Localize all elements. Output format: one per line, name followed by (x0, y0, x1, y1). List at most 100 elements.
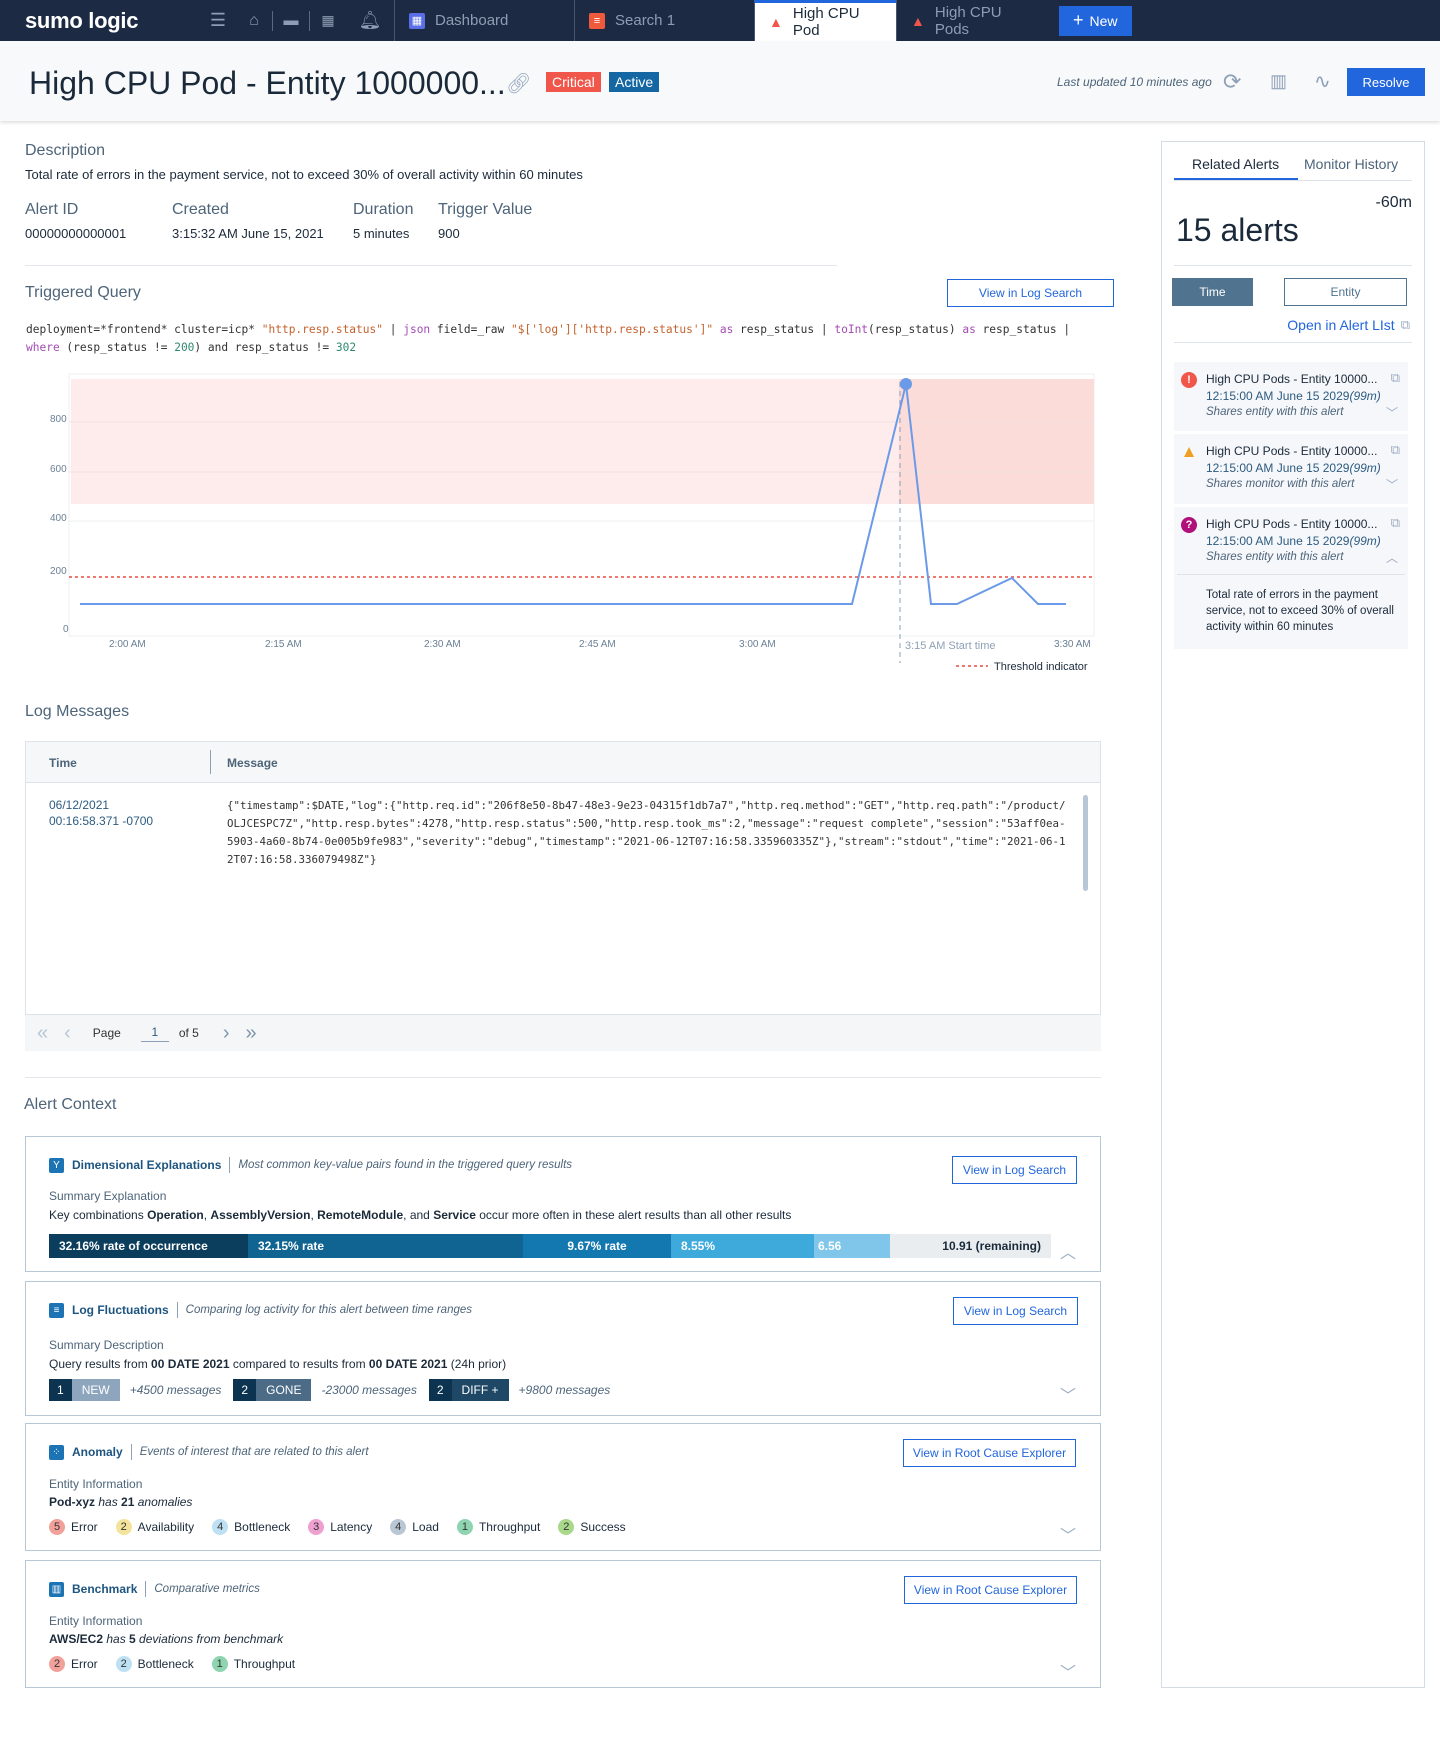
divider (1174, 180, 1412, 181)
log-time: 00:16:58.371 -0700 (49, 814, 154, 828)
chip-bottleneck[interactable]: 4 Bottleneck (212, 1519, 290, 1535)
rate-segment[interactable]: 32.16% rate of occurrence (49, 1234, 248, 1258)
chip-success[interactable]: 2 Success (558, 1519, 626, 1535)
tab-dashboard[interactable]: ▦ Dashboard (394, 0, 574, 41)
external-link-icon[interactable]: ⧉ (1390, 515, 1400, 530)
chip-error[interactable]: 5 Error (49, 1519, 98, 1535)
new-label: New (1089, 12, 1118, 29)
rate-segment[interactable]: 32.15% rate (248, 1234, 523, 1258)
external-link-icon[interactable]: ⧉ (1390, 442, 1400, 457)
bell-icon[interactable]: 🔔︎ (358, 10, 382, 30)
anomaly-card: ⁘ Anomaly Events of interest that are re… (25, 1423, 1101, 1551)
column-divider[interactable] (210, 750, 211, 774)
chip-load[interactable]: 4 Load (390, 1519, 439, 1535)
new-tab-button[interactable]: + New (1059, 5, 1132, 36)
fluctuation-new[interactable]: 1 NEW +4500 messages (49, 1379, 221, 1401)
nav-icons: ☰ ⌂ ▬ ▦ 🔔︎ (200, 0, 388, 41)
rate-segment[interactable]: 10.91 (remaining) (890, 1234, 1051, 1258)
svg-text:0: 0 (63, 624, 69, 635)
toggle-time[interactable]: Time (1172, 278, 1253, 306)
log-message: {"timestamp":$DATE,"log":{"http.req.id":… (227, 799, 1066, 866)
view-in-log-search-button[interactable]: View in Log Search (952, 1156, 1077, 1184)
tab-search-1[interactable]: ≡ Search 1 (574, 0, 754, 41)
book-icon[interactable]: ▥ (1270, 71, 1288, 91)
alert-share-reason: Shares entity with this alert (1206, 406, 1344, 418)
related-alert-item[interactable]: ! High CPU Pods - Entity 10000... 12:15:… (1174, 362, 1408, 431)
first-page-icon[interactable]: « (37, 1021, 49, 1044)
view-in-log-search-button[interactable]: View in Log Search (947, 279, 1114, 307)
next-page-icon[interactable]: › (222, 1021, 230, 1044)
chevron-up-icon[interactable]: ︿ (1385, 551, 1398, 565)
svg-text:400: 400 (50, 513, 67, 524)
page-input[interactable]: 1 (140, 1025, 169, 1042)
chevron-down-icon[interactable]: ﹀ (1060, 1388, 1077, 1405)
alert-header: High CPU Pod - Entity 1000000... 🔗︎ Crit… (0, 41, 1440, 121)
fluctuation-gone[interactable]: 2 GONE -23000 messages (233, 1379, 417, 1401)
page-title: High CPU Pod - Entity 1000000... (29, 65, 506, 101)
apps-icon[interactable]: ▦ (321, 12, 335, 28)
chevron-down-icon[interactable]: ﹀ (1060, 1528, 1077, 1545)
divider (25, 265, 837, 266)
home-icon[interactable]: ⌂ (249, 11, 259, 29)
chip-bottleneck[interactable]: 2 Bottleneck (115, 1656, 194, 1672)
folder-icon[interactable]: ▬ (283, 12, 299, 29)
open-in-alert-list-link[interactable]: Open in Alert LIst ⧉ (1287, 317, 1410, 333)
fluctuation-diff[interactable]: 2 DIFF + +9800 messages (428, 1379, 610, 1401)
chip-throughput[interactable]: 1 Throughput (456, 1519, 540, 1535)
anomaly-chips: 5 Error 2 Availability 4 Bottleneck 3 Latenc… (49, 1519, 644, 1535)
card-title: Dimensional Explanations (72, 1158, 222, 1172)
related-alert-item-expanded[interactable]: ? High CPU Pods - Entity 10000... 12:15:… (1174, 507, 1408, 649)
log-date: 06/12/2021 (49, 798, 110, 812)
svg-text:3:00 AM: 3:00 AM (739, 639, 776, 650)
related-alert-item[interactable]: ▲ High CPU Pods - Entity 10000... 12:15:… (1174, 434, 1408, 504)
resolve-button[interactable]: Resolve (1347, 68, 1425, 96)
tab-label: High CPU Pods (934, 3, 1002, 38)
refresh-icon[interactable]: ⟳ (1223, 69, 1242, 94)
view-in-log-search-button[interactable]: View in Log Search (953, 1297, 1078, 1325)
tab-high-cpu-pods[interactable]: ▲ High CPU Pods (896, 0, 1051, 41)
description-heading: Description (25, 142, 106, 159)
view-in-root-cause-explorer-button[interactable]: View in Root Cause Explorer (903, 1439, 1076, 1467)
tab-high-cpu-pod[interactable]: ▲ High CPU Pod (754, 0, 896, 41)
alert-count: 15 alerts (1176, 212, 1299, 248)
card-header: ≡ Log Fluctuations Comparing log activit… (49, 1302, 472, 1318)
rate-segment[interactable]: 6.56 (814, 1234, 890, 1258)
rate-segment[interactable]: 9.67% rate (523, 1234, 671, 1258)
scrollbar[interactable] (1083, 795, 1088, 891)
menu-icon[interactable]: ☰ (209, 10, 227, 30)
top-nav: sumo logic ☰ ⌂ ▬ ▦ 🔔︎ ▦ Dashboard ≡ Sear… (0, 0, 1440, 41)
column-time[interactable]: Time (49, 756, 77, 770)
chip-latency[interactable]: 3 Latency (308, 1519, 372, 1535)
chevron-down-icon[interactable]: ﹀ (1060, 1665, 1077, 1682)
alert-date: 12:15:00 AM June 15 2029(99m) (1206, 534, 1381, 548)
tab-related-alerts[interactable]: Related Alerts (1192, 156, 1280, 172)
meta-value-alert-id: 00000000000001 (25, 226, 127, 241)
column-message[interactable]: Message (227, 756, 278, 770)
toggle-entity[interactable]: Entity (1284, 278, 1407, 306)
link-label: Open in Alert LIst (1287, 317, 1395, 333)
chevron-down-icon[interactable]: ﹀ (1385, 478, 1398, 492)
chip-availability[interactable]: 2 Availability (115, 1519, 194, 1535)
chip-error[interactable]: 2 Error (49, 1656, 98, 1672)
divider (309, 10, 310, 31)
svg-text:800: 800 (50, 414, 67, 425)
time-range: -60m (1375, 194, 1412, 211)
chevron-up-icon[interactable]: ︿ (1060, 1245, 1077, 1262)
rate-segment[interactable]: 8.55% (671, 1234, 814, 1258)
tab-monitor-history[interactable]: Monitor History (1304, 156, 1399, 172)
query-text: deployment=*frontend* cluster=icp* "http… (26, 323, 1071, 354)
chip-throughput[interactable]: 1 Throughput (211, 1656, 295, 1672)
benchmark-chips: 2 Error 2 Bottleneck 1 Throughput (49, 1656, 313, 1672)
view-in-root-cause-explorer-button[interactable]: View in Root Cause Explorer (904, 1576, 1077, 1604)
chevron-down-icon[interactable]: ﹀ (1385, 406, 1398, 420)
activity-icon[interactable]: ∿ (1314, 71, 1331, 93)
external-link-icon[interactable]: ⧉ (1390, 370, 1400, 385)
alert-title: High CPU Pods - Entity 10000... (1206, 517, 1378, 531)
table-row[interactable]: 06/12/2021 00:16:58.371 -0700 {"timestam… (26, 783, 1100, 1014)
prev-page-icon[interactable]: ‹ (64, 1021, 71, 1044)
link-icon[interactable]: 🔗︎ (506, 73, 532, 95)
summary-label: Summary Explanation (49, 1189, 167, 1203)
logo: sumo logic (25, 7, 139, 33)
last-page-icon[interactable]: » (245, 1021, 257, 1044)
triggered-query-heading: Triggered Query (25, 284, 141, 301)
